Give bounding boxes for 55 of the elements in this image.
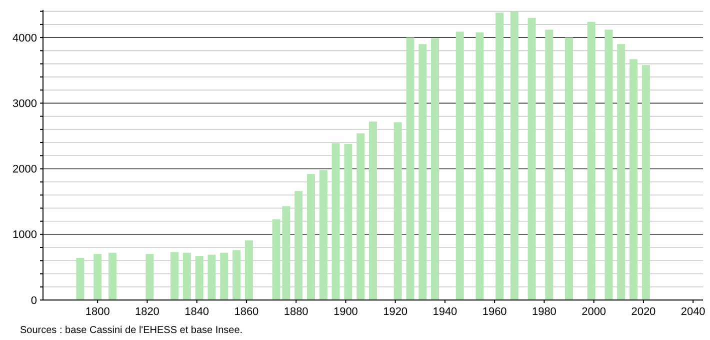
bar (456, 32, 464, 300)
bar (642, 65, 650, 300)
y-tick-label: 2000 (12, 164, 37, 176)
bar (195, 256, 204, 300)
y-tick-label: 0 (30, 294, 37, 307)
x-tick-label: 1940 (432, 306, 458, 318)
bar (510, 11, 518, 300)
bar (208, 254, 216, 300)
y-tick-label: 1000 (12, 229, 37, 242)
x-tick-label: 1800 (85, 306, 110, 318)
bar (406, 38, 414, 300)
bar (272, 219, 280, 300)
bar (220, 252, 228, 300)
bar (306, 174, 315, 300)
x-tick-label: 2020 (631, 306, 656, 318)
y-tick-label: 3000 (12, 98, 37, 110)
bar (146, 254, 154, 300)
x-tick-label: 1860 (234, 306, 259, 318)
x-tick-label: 2000 (582, 306, 606, 318)
bar (170, 252, 179, 300)
source-note: Sources : base Cassini de l'EHESS et base Insee. (20, 325, 243, 336)
bar (617, 44, 626, 300)
bar (108, 252, 116, 300)
x-tick-label: 1960 (482, 306, 507, 318)
bar (604, 30, 613, 300)
bar (182, 252, 191, 300)
bar (356, 133, 365, 300)
bar (344, 144, 352, 300)
bar (476, 32, 484, 300)
x-tick-label: 1820 (134, 306, 160, 318)
bar (294, 191, 303, 300)
bar (630, 59, 638, 300)
x-tick-label: 1980 (532, 306, 556, 318)
x-tick-label: 1920 (383, 306, 408, 318)
bar (431, 38, 440, 300)
bar (369, 122, 377, 300)
bar (496, 12, 504, 300)
bar (282, 206, 290, 300)
y-tick-label: 4000 (12, 32, 37, 44)
bar (76, 258, 84, 300)
bar (565, 38, 574, 300)
bar (394, 122, 402, 300)
x-tick-label: 2040 (680, 306, 706, 318)
bar (94, 254, 102, 300)
bar (332, 143, 340, 300)
bar (528, 18, 536, 300)
bar (244, 240, 253, 300)
x-tick-label: 1880 (284, 306, 308, 318)
bar (418, 44, 427, 300)
bar (545, 30, 554, 300)
x-tick-label: 1840 (184, 306, 210, 318)
bar (587, 22, 596, 300)
x-tick-label: 1900 (333, 306, 358, 318)
bar (319, 170, 328, 300)
bar (232, 250, 241, 300)
